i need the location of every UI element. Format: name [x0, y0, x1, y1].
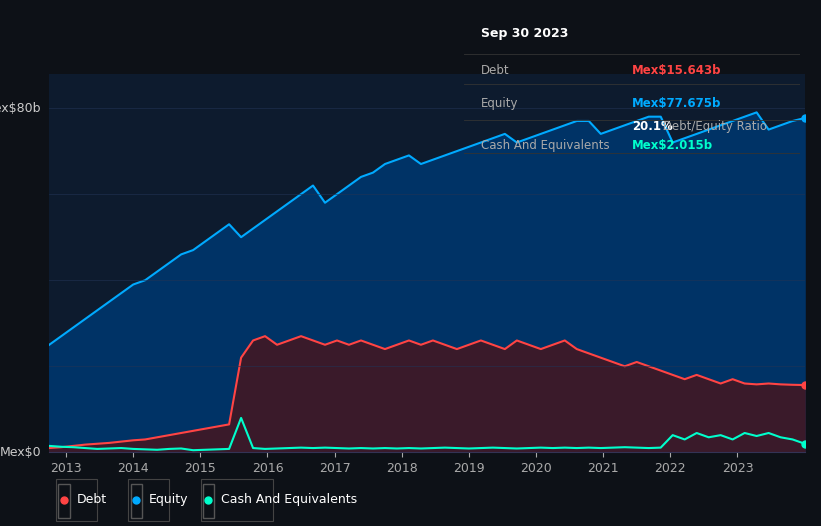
Text: Mex$2.015b: Mex$2.015b	[632, 139, 713, 152]
Text: Debt/Equity Ratio: Debt/Equity Ratio	[659, 120, 767, 134]
Text: Debt: Debt	[481, 64, 509, 77]
Text: Debt: Debt	[76, 493, 107, 506]
Text: Cash And Equivalents: Cash And Equivalents	[481, 139, 609, 152]
Text: Sep 30 2023: Sep 30 2023	[481, 27, 568, 40]
Text: Mex$77.675b: Mex$77.675b	[632, 97, 722, 109]
Text: Equity: Equity	[481, 97, 518, 109]
FancyBboxPatch shape	[58, 484, 70, 518]
Text: Equity: Equity	[149, 493, 188, 506]
Text: Cash And Equivalents: Cash And Equivalents	[221, 493, 357, 506]
Text: 20.1%: 20.1%	[632, 120, 673, 134]
Text: Mex$80b: Mex$80b	[0, 102, 42, 115]
FancyBboxPatch shape	[131, 484, 142, 518]
Text: Mex$0: Mex$0	[0, 446, 42, 459]
Text: Mex$15.643b: Mex$15.643b	[632, 64, 722, 77]
FancyBboxPatch shape	[203, 484, 214, 518]
